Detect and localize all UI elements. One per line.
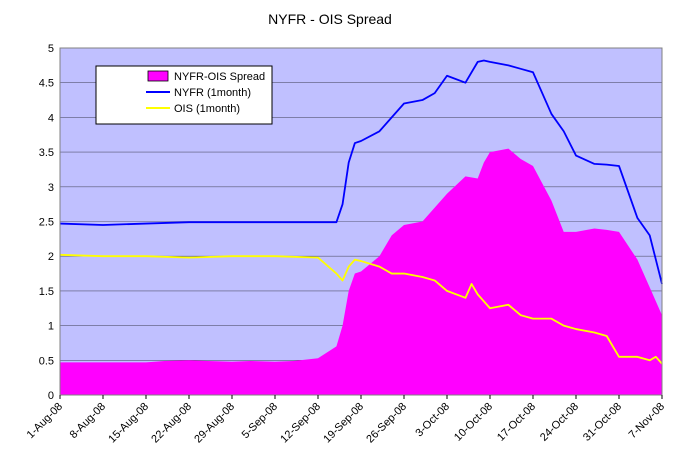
x-tick-label: 5-Sep-08 (240, 401, 280, 441)
series-line-1 (59, 59, 663, 285)
y-tick-label: 3.5 (39, 147, 54, 159)
x-tick-label: 10-Oct-08 (452, 401, 495, 444)
y-tick-label: 0.5 (39, 355, 54, 367)
x-tick-label: 31-Oct-08 (581, 401, 624, 444)
x-tick-label: 3-Oct-08 (413, 401, 452, 440)
series-line-2 (59, 253, 663, 365)
x-tick-label: 8-Aug-08 (68, 401, 108, 441)
y-tick-label: 3 (48, 182, 54, 194)
y-tick-label: 2 (48, 251, 54, 263)
x-tick-label: 26-Sep-08 (364, 401, 409, 446)
y-axis-tick-labels: 0 0.5 1 1.5 2 2.5 3 3.5 4 4.5 5 (39, 43, 54, 402)
x-tick-label: 29-Aug-08 (192, 401, 237, 446)
legend-label: NYFR (1month) (174, 87, 251, 99)
y-tick-label: 5 (48, 43, 54, 55)
x-tick-label: 7-Nov-08 (627, 401, 667, 441)
y-tick-label: 1.5 (39, 286, 54, 298)
y-tick-label: 4 (48, 112, 54, 124)
legend-label: NYFR-OIS Spread (174, 71, 265, 83)
x-tick-label: 17-Oct-08 (495, 401, 538, 444)
x-axis-tick-labels: 1-Aug-08 8-Aug-0815-Aug-0822-Aug-0829-Aug… (25, 395, 667, 445)
legend-label: OIS (1month) (174, 103, 240, 115)
x-tick-label: 15-Aug-08 (106, 401, 151, 446)
x-tick-label: 12-Sep-08 (278, 401, 323, 446)
area-series-layer (60, 148, 662, 395)
y-tick-label: 2.5 (39, 217, 54, 229)
legend-box (95, 65, 273, 125)
x-tick-label: 22-Aug-08 (149, 401, 194, 446)
legend: NYFR-OIS Spread NYFR (1month) OIS (1month) (95, 65, 273, 125)
y-tick-label: 4.5 (39, 78, 54, 90)
series-area-0 (60, 148, 662, 395)
chart-title: NYFR - OIS Spread (268, 11, 392, 27)
y-tick-label: 0 (48, 390, 54, 402)
x-tick-label: 24-Oct-08 (538, 401, 581, 444)
y-tick-label: 1 (48, 321, 54, 333)
x-tick-label: 19-Sep-08 (321, 401, 366, 446)
line-series-layer (59, 59, 663, 365)
legend-swatch (147, 70, 169, 82)
x-tick-label: 1-Aug-08 (25, 401, 65, 441)
